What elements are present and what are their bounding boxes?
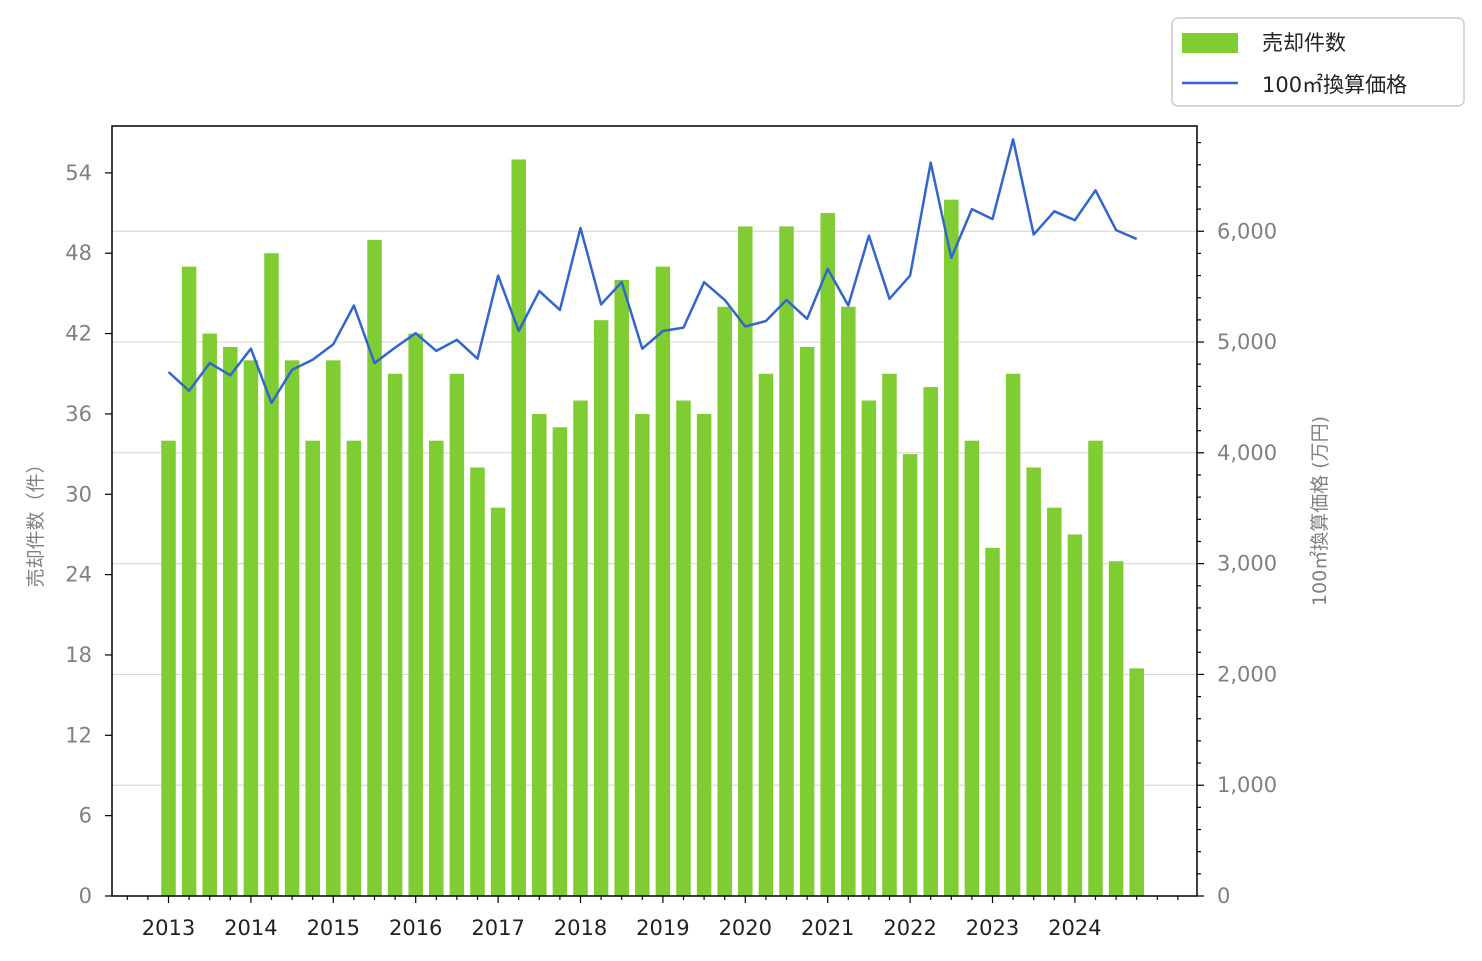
left-tick-label: 30 — [65, 482, 92, 506]
x-tick-label: 2014 — [224, 916, 277, 940]
x-tick-label: 2022 — [883, 916, 936, 940]
left-tick-label: 36 — [65, 402, 92, 426]
price-line — [167, 138, 1138, 405]
x-tick-label: 2015 — [307, 916, 360, 940]
left-tick-label: 6 — [79, 804, 92, 828]
bar — [243, 360, 259, 896]
bar — [985, 547, 1000, 896]
x-tick-label: 2017 — [471, 916, 524, 940]
bar — [326, 360, 341, 896]
bar — [758, 373, 774, 896]
right-tick-label: 0 — [1217, 884, 1230, 908]
legend-bar-swatch — [1182, 33, 1238, 53]
plot-frame — [111, 125, 1198, 897]
x-tick-label: 2024 — [1048, 916, 1101, 940]
right-axis-ticks: 0 1,000 2,000 3,000 4,000 5,000 6,000 — [1197, 142, 1277, 908]
bar — [1108, 561, 1124, 896]
legend-bar-label: 売却件数 — [1262, 31, 1346, 55]
bar — [1067, 534, 1083, 896]
legend-box — [1171, 17, 1465, 107]
bar — [779, 226, 794, 896]
bar — [738, 226, 753, 896]
bar — [490, 507, 506, 896]
x-tick-label: 2016 — [389, 916, 442, 940]
legend: 売却件数 100㎡換算価格 — [1171, 17, 1465, 107]
bar — [614, 280, 629, 896]
left-tick-label: 42 — [65, 322, 92, 346]
left-tick-label: 18 — [65, 643, 92, 667]
bar — [676, 400, 691, 896]
bar — [902, 454, 918, 896]
bar — [944, 199, 959, 897]
bar — [408, 333, 423, 897]
bar — [470, 467, 485, 896]
bar — [1129, 668, 1144, 896]
bar — [346, 440, 362, 896]
bar — [655, 266, 671, 896]
bar — [532, 413, 547, 896]
bar — [1026, 467, 1041, 896]
x-tick-label: 2021 — [801, 916, 854, 940]
right-tick-label: 2,000 — [1217, 662, 1277, 686]
bar — [820, 213, 835, 897]
bar — [1047, 507, 1062, 896]
x-tick-label: 2023 — [966, 916, 1019, 940]
left-tick-label: 48 — [65, 241, 92, 265]
x-tick-label: 2013 — [142, 916, 195, 940]
bar — [387, 373, 403, 896]
bar — [882, 373, 897, 896]
bar — [511, 159, 526, 896]
bar — [202, 333, 217, 897]
bar — [799, 346, 815, 896]
line-series — [167, 138, 1138, 405]
legend-line-label: 100㎡換算価格 — [1262, 73, 1407, 97]
bar — [1088, 440, 1103, 896]
right-tick-label: 5,000 — [1217, 330, 1277, 354]
x-tick-label: 2020 — [719, 916, 772, 940]
right-tick-label: 6,000 — [1217, 219, 1277, 243]
left-tick-label: 54 — [65, 161, 92, 185]
left-tick-label: 24 — [65, 563, 92, 587]
bar-series — [161, 159, 1144, 897]
bar — [573, 400, 588, 896]
bar — [635, 413, 650, 896]
bar — [593, 320, 609, 896]
x-tick-label: 2019 — [636, 916, 689, 940]
bar — [429, 440, 444, 896]
bar — [449, 373, 465, 896]
right-tick-label: 1,000 — [1217, 773, 1277, 797]
left-tick-label: 12 — [65, 723, 92, 747]
left-axis-title: 売却件数（件） — [25, 454, 47, 587]
bar — [161, 440, 176, 896]
bar — [1005, 373, 1021, 896]
right-tick-label: 4,000 — [1217, 441, 1277, 465]
bar — [264, 253, 279, 896]
bar — [305, 440, 320, 896]
bar — [284, 360, 300, 896]
bar — [696, 413, 712, 896]
right-axis-title: 100㎡換算価格 (万円) — [1308, 416, 1331, 606]
left-tick-label: 0 — [79, 884, 92, 908]
left-axis-ticks: 0 6 12 18 24 30 36 42 48 54 — [65, 161, 112, 908]
bar — [861, 400, 877, 896]
bar — [223, 346, 238, 896]
bar — [841, 306, 856, 897]
bar — [367, 239, 382, 897]
bar — [964, 440, 980, 896]
bar — [181, 266, 197, 896]
bar — [717, 306, 732, 897]
right-tick-label: 3,000 — [1217, 552, 1277, 576]
x-tick-label: 2018 — [554, 916, 607, 940]
bar — [923, 387, 938, 896]
x-axis-ticks: 2013 2014 2015 2016 2017 2018 2019 2020 2021 2022… — [126, 896, 1179, 940]
bar — [552, 427, 568, 896]
